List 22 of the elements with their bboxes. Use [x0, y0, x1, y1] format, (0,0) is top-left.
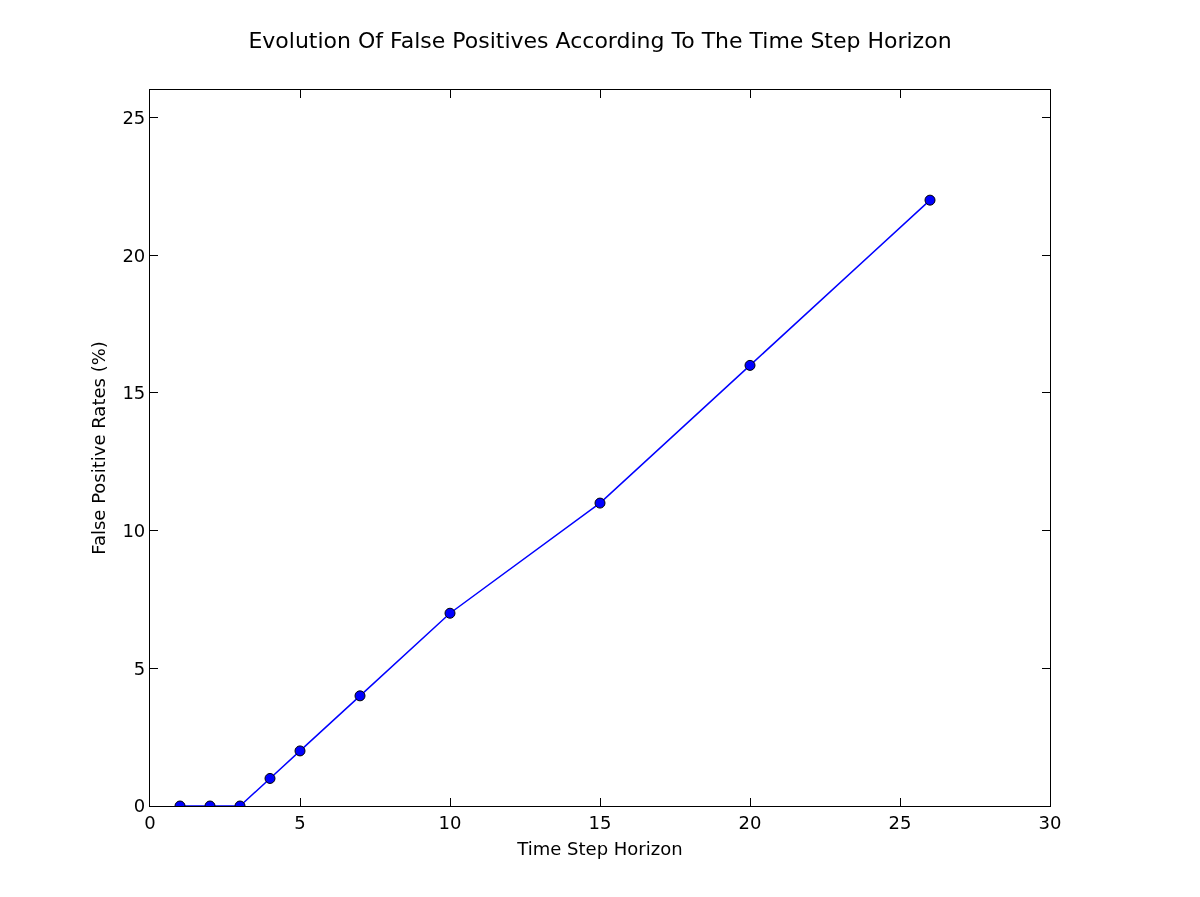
y-tick-label: 0 — [133, 795, 146, 817]
y-tick-label: 25 — [122, 106, 146, 128]
y-tick-label: 15 — [122, 382, 146, 404]
x-axis-title: Time Step Horizon — [516, 837, 683, 859]
x-tick-label: 15 — [588, 811, 612, 833]
x-tick-label: 20 — [738, 811, 762, 833]
point — [264, 772, 276, 784]
x-tick-label: 25 — [888, 811, 912, 833]
x-tick-label: 30 — [1038, 811, 1062, 833]
point — [594, 497, 606, 509]
y-tick-label: 20 — [122, 244, 146, 266]
y-tick-label: 10 — [122, 519, 146, 541]
point — [354, 690, 366, 702]
point — [924, 194, 936, 206]
x-tick-label: 10 — [438, 811, 462, 833]
point — [444, 607, 456, 619]
y-axis-title: False Positive Rates (%) — [87, 341, 109, 555]
point — [744, 359, 756, 371]
point — [294, 745, 306, 757]
y-tick-label: 5 — [133, 657, 146, 679]
chart-title: Evolution Of False Positives According To The Time Step Horizon — [248, 28, 952, 54]
x-tick-label: 5 — [294, 811, 306, 833]
